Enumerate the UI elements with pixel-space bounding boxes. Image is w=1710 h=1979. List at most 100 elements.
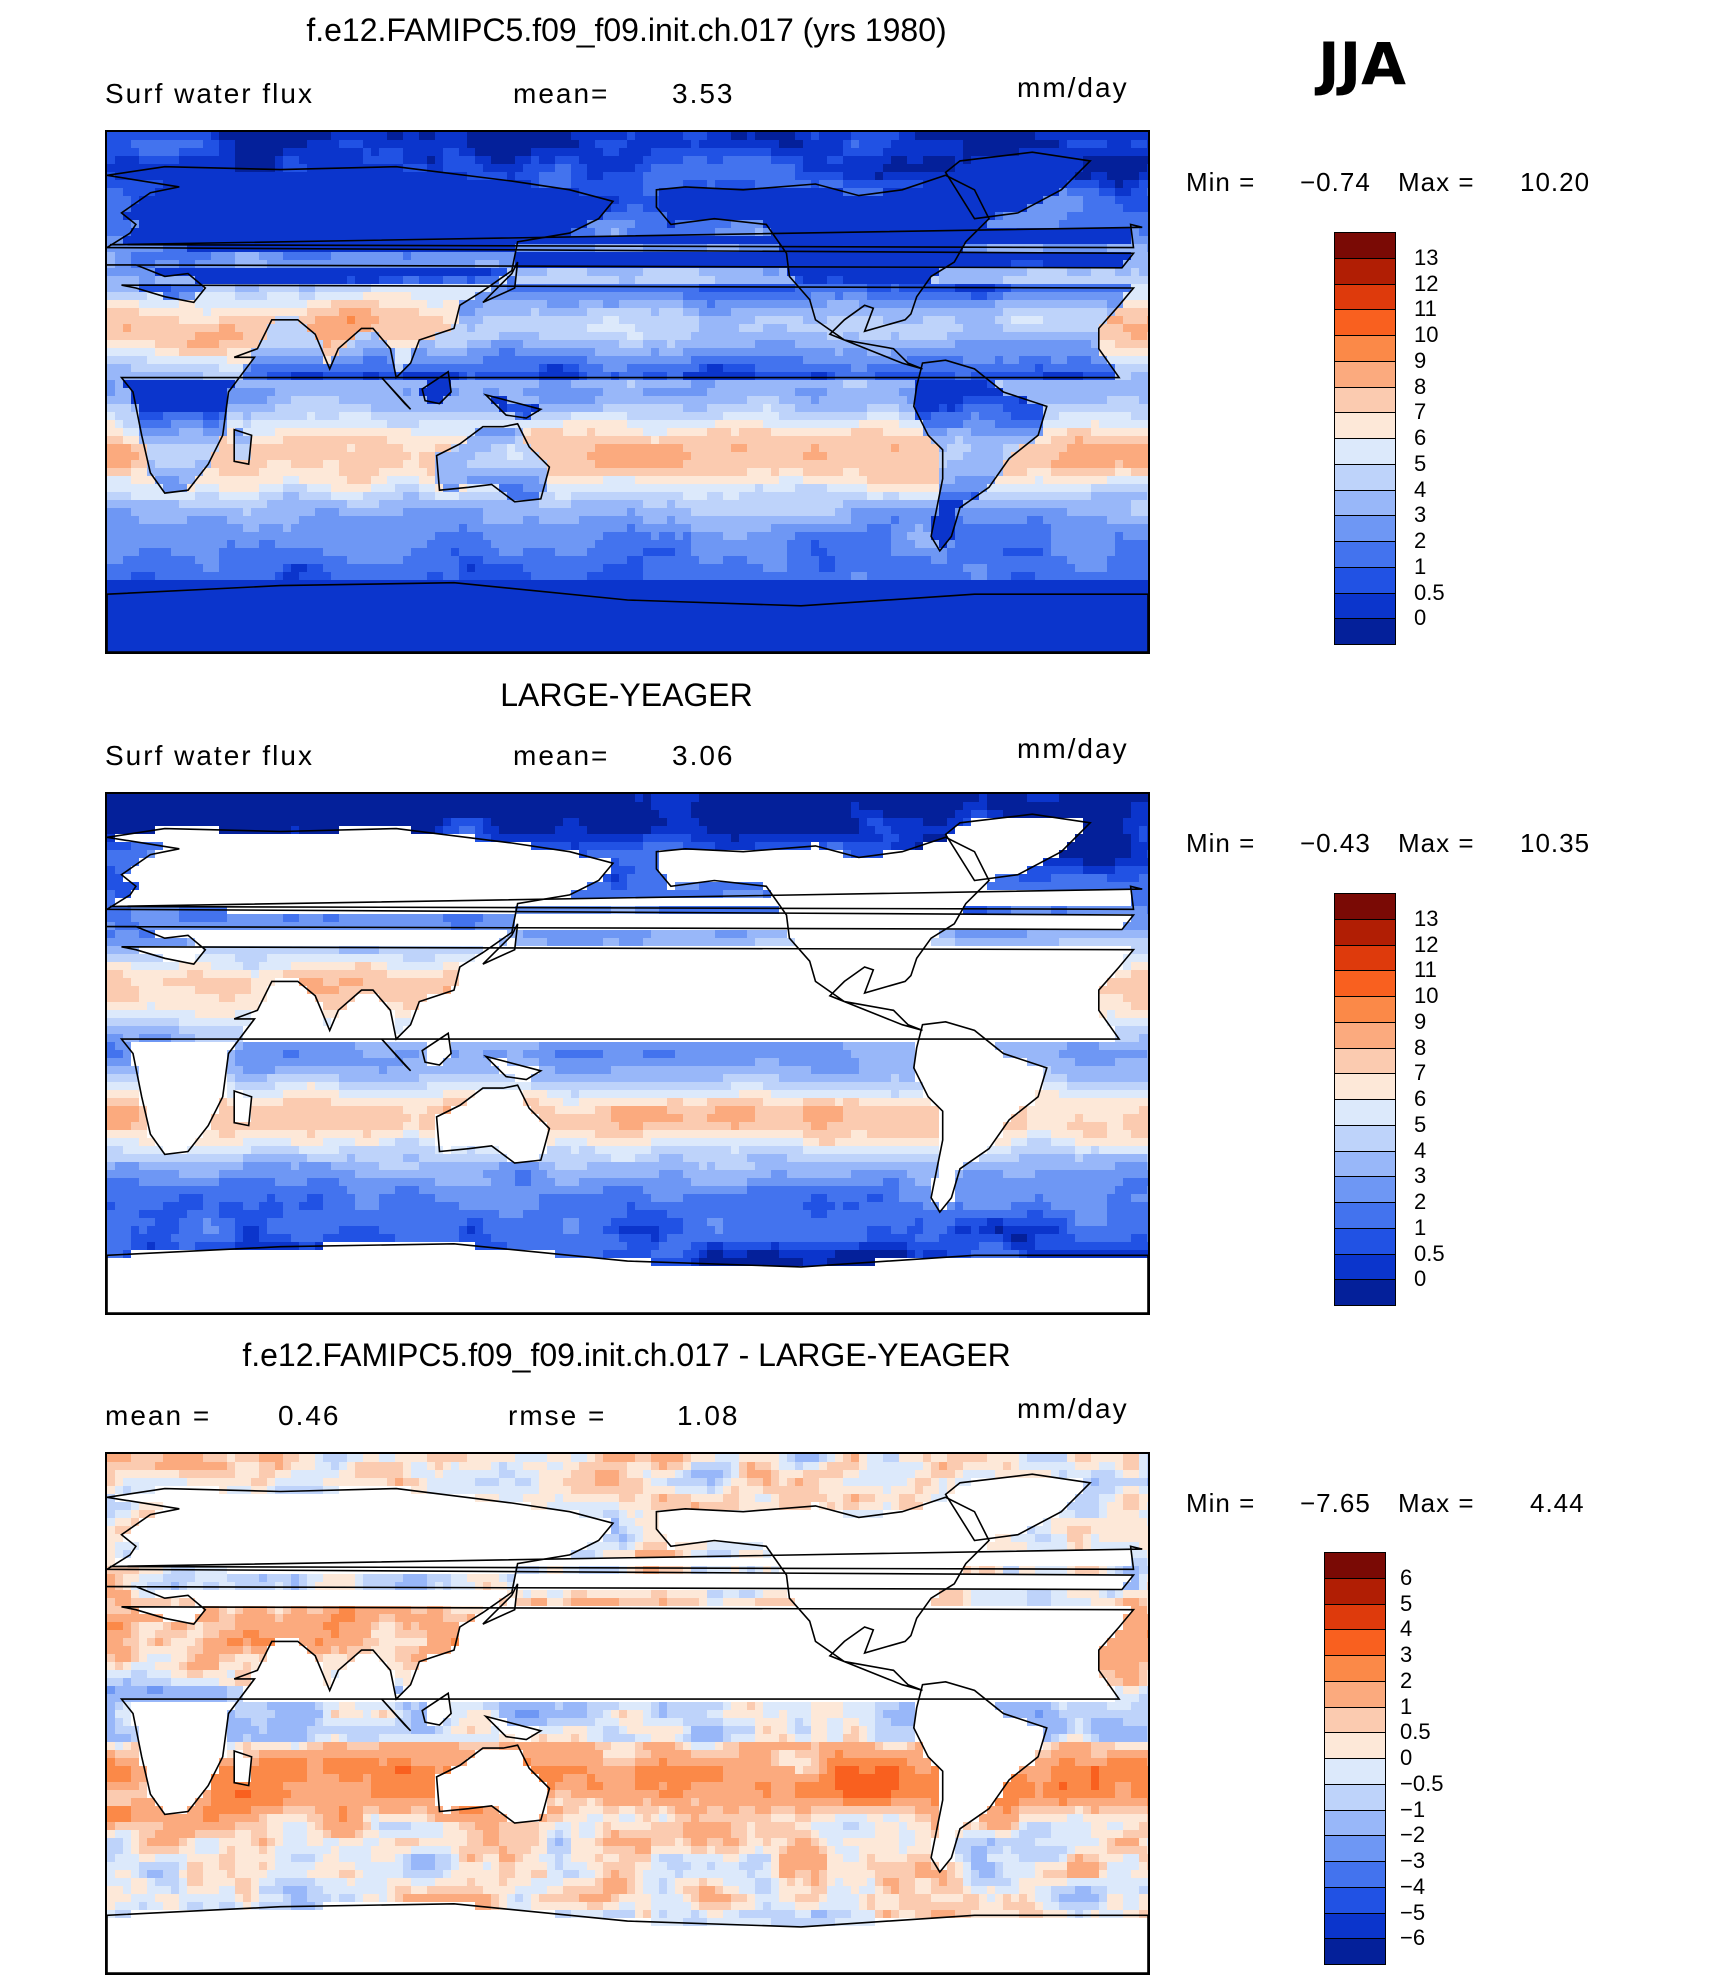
colorbar-tick-label: 9 [1414, 348, 1426, 374]
coastline [435, 1744, 551, 1824]
coastline [912, 1020, 1048, 1214]
colorbar-swatch [1334, 232, 1396, 259]
coastline [107, 1902, 1148, 1973]
colorbar-tick-label: 13 [1414, 906, 1438, 932]
colorbar-tick-label: 0 [1414, 1266, 1426, 1292]
panel-3-mean-value: 0.46 [278, 1400, 341, 1432]
colorbar-swatch [1334, 438, 1396, 465]
colorbar-tick-label: 5 [1414, 451, 1426, 477]
coastline [655, 836, 990, 1032]
coastline [109, 1545, 1143, 1571]
colorbar-tick-label: 2 [1414, 528, 1426, 554]
colorbar-swatch [1334, 970, 1396, 997]
colorbar-swatch [1334, 412, 1396, 439]
panel-3-rmse-label: rmse = [508, 1400, 606, 1432]
coastline [655, 1496, 990, 1692]
panel-1-max-label: Max = [1398, 167, 1475, 198]
coastline [381, 1038, 412, 1072]
panel-2-min-value: −0.43 [1300, 828, 1371, 859]
colorbar-swatch [1324, 1938, 1386, 1965]
colorbar-swatch [1334, 283, 1396, 311]
panel-3-colorbar: 6 5 4 3 2 1 0.5 0 −0.5 −1 −2 −3 −4 −5 −6 [1324, 1552, 1494, 1965]
colorbar-tick-label: 5 [1414, 1112, 1426, 1138]
colorbar-swatch [1334, 360, 1396, 388]
colorbar-tick-label: 11 [1414, 957, 1437, 983]
colorbar-tick-label: 10 [1414, 322, 1438, 348]
panel-1-title: f.e12.FAMIPC5.f09_f09.init.ch.017 (yrs 1… [105, 12, 1148, 49]
panel-1-mean-value: 3.53 [672, 78, 735, 110]
colorbar-tick-label: 3 [1414, 1163, 1426, 1189]
colorbar-swatch [1334, 592, 1396, 620]
colorbar-swatch [1334, 618, 1396, 645]
coastline [421, 1031, 452, 1066]
panel-1-min-label: Min = [1186, 167, 1255, 198]
colorbar-tick-label: 4 [1414, 1138, 1426, 1164]
colorbar-swatch [1324, 1809, 1386, 1837]
coastline [107, 165, 1136, 494]
coastline [233, 1089, 253, 1127]
colorbar-swatch [1324, 1912, 1386, 1940]
panel-3-map [105, 1452, 1150, 1975]
colorbar-tick-label: 1 [1414, 1215, 1426, 1241]
coastline [655, 174, 990, 370]
coastline [482, 1583, 519, 1625]
colorbar-tick-label: 7 [1414, 399, 1426, 425]
colorbar-swatch [1334, 566, 1396, 594]
panel-3-min-label: Min = [1186, 1488, 1255, 1519]
panel-2-mean-value: 3.06 [672, 740, 735, 772]
panel-2-title: LARGE-YEAGER [105, 677, 1148, 714]
colorbar-tick-label: 0 [1414, 605, 1426, 631]
colorbar-swatch [1324, 1758, 1386, 1785]
colorbar-tick-label: 0.5 [1414, 580, 1445, 606]
colorbar-swatch [1324, 1783, 1386, 1811]
panel-1-variable-label: Surf water flux [105, 78, 314, 110]
colorbar-swatch [1334, 463, 1396, 491]
panel-3-units: mm/day [1017, 1393, 1129, 1425]
panel-2-max-value: 10.35 [1520, 828, 1590, 859]
panel-2-min-label: Min = [1186, 828, 1255, 859]
colorbar-swatch [1334, 1176, 1396, 1203]
colorbar-tick-label: 8 [1414, 374, 1426, 400]
panel-3-rmse-value: 1.08 [677, 1400, 740, 1432]
colorbar-swatch [1324, 1732, 1386, 1759]
panel-1-max-value: 10.20 [1520, 167, 1590, 198]
colorbar-swatch [1324, 1835, 1386, 1862]
panel-2-variable-label: Surf water flux [105, 740, 314, 772]
coastline [107, 1242, 1148, 1313]
coastline [421, 1691, 452, 1726]
colorbar-tick-label: −6 [1400, 1925, 1425, 1951]
colorbar-tick-label: −3 [1400, 1848, 1425, 1874]
colorbar-tick-label: 10 [1414, 983, 1438, 1009]
colorbar-swatch [1324, 1603, 1386, 1631]
colorbar-swatch [1324, 1552, 1386, 1579]
coastline [912, 1680, 1048, 1874]
coastline [912, 359, 1048, 553]
colorbar-swatch [1324, 1886, 1386, 1914]
colorbar-tick-label: 12 [1414, 271, 1438, 297]
colorbar-tick-label: −5 [1400, 1900, 1425, 1926]
colorbar-tick-label: 9 [1414, 1009, 1426, 1035]
colorbar-tick-label: 11 [1414, 296, 1437, 322]
colorbar-swatch [1334, 309, 1396, 336]
colorbar-swatch [1334, 386, 1396, 414]
coastline [381, 1698, 412, 1732]
colorbar-swatch [1334, 1021, 1396, 1049]
colorbar-tick-label: −2 [1400, 1822, 1425, 1848]
panel-3-max-label: Max = [1398, 1488, 1475, 1519]
panel-2-map [105, 792, 1150, 1315]
colorbar-tick-label: 6 [1400, 1565, 1412, 1591]
panel-2-max-label: Max = [1398, 828, 1475, 859]
colorbar-tick-label: 0.5 [1400, 1719, 1431, 1745]
colorbar-tick-label: 5 [1400, 1591, 1412, 1617]
colorbar-tick-label: 13 [1414, 245, 1438, 271]
coastline [107, 581, 1148, 652]
colorbar-swatch [1334, 893, 1396, 920]
coastline [944, 813, 1092, 882]
colorbar-swatch [1324, 1706, 1386, 1734]
colorbar-swatch [1334, 996, 1396, 1023]
colorbar-tick-label: 7 [1414, 1060, 1426, 1086]
panel-1-mean-label: mean= [513, 78, 609, 110]
colorbar-tick-label: −4 [1400, 1874, 1425, 1900]
colorbar-swatch [1334, 1150, 1396, 1178]
panel-2-mean-label: mean= [513, 740, 609, 772]
